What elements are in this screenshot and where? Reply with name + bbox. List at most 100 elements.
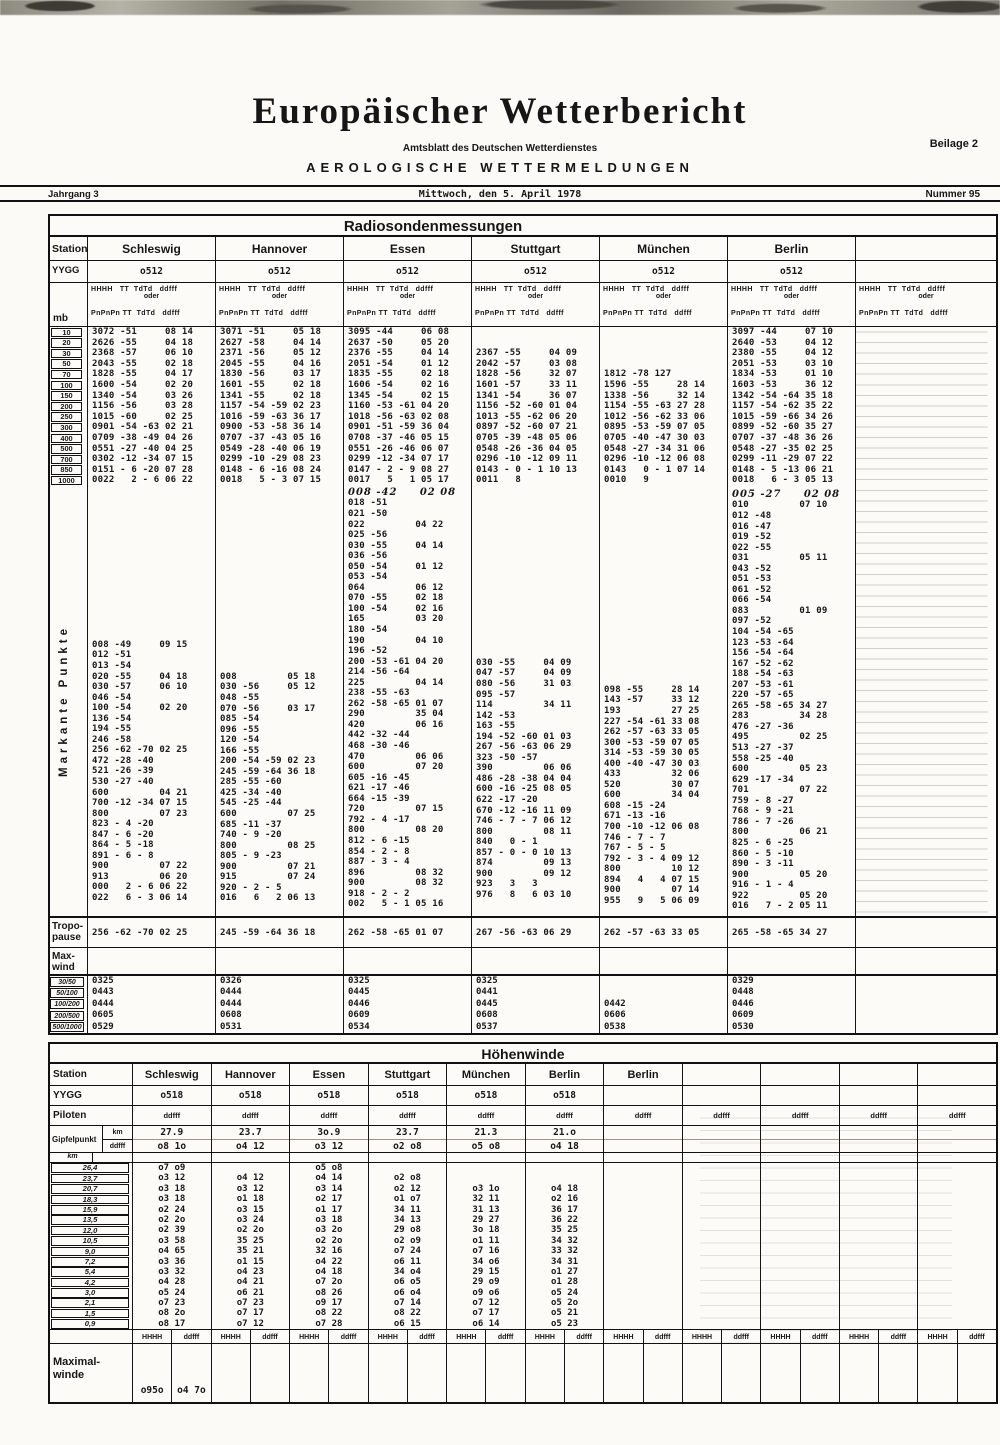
pressure-value-line: 0548 -26 -36 04 05 xyxy=(476,443,578,454)
header-line-oder: oder xyxy=(143,293,160,300)
markante-value-line: 030 -55 04 09 xyxy=(476,657,572,668)
markante-value-line: 860 - 5 -10 xyxy=(732,848,794,859)
markante-value-line: 047 -57 04 09 xyxy=(476,668,572,679)
mb-level-value: 300 xyxy=(51,422,82,433)
markante-value-line: 194 -52 -60 01 03 xyxy=(476,731,572,742)
markante-lines: 098 -55 28 14 143 -57 33 12 193 27 25 227 -… xyxy=(600,685,727,906)
pressure-value-line: 0148 - 5 -13 06 21 xyxy=(732,464,834,475)
markante-value-line: 051 -53 xyxy=(732,574,772,585)
header-line-hhhh: HHHH TT TdTd ddfff xyxy=(731,286,818,293)
pressure-value-line: 2051 -54 01 12 xyxy=(348,358,450,369)
altitude-label-cell: 20,7 xyxy=(50,1184,132,1194)
altitude-row: 3,0 o5 24 o6 21 o8 26 o6 o4 o9 o6 o5 24 xyxy=(50,1287,996,1299)
markante-value-line: 142 -53 xyxy=(476,710,516,721)
wind-value: o1 27 xyxy=(524,1266,604,1278)
markante-value-line: 805 - 9 -23 xyxy=(220,851,282,862)
pressure-value-line: 0018 5 - 3 07 15 xyxy=(220,475,322,486)
column-header-cell: HHHH TT TdTd ddfff oder PnPnPn TT TdTd ddf… xyxy=(599,283,727,326)
markante-value-line: 265 -58 -65 34 27 xyxy=(732,700,828,711)
markante-value-line: 314 -53 -59 30 05 xyxy=(604,748,700,759)
mb-level-row: 700 xyxy=(50,454,87,465)
markante-value-line: 085 -54 xyxy=(220,714,260,725)
wind-value xyxy=(838,1163,918,1174)
wind-value: 34 13 xyxy=(367,1214,447,1226)
page-subtitle: Amtsblatt des Deutschen Wetterdienstes xyxy=(402,143,598,154)
gipfel-km-value xyxy=(839,1126,918,1140)
markante-value-line: 163 -55 xyxy=(476,721,516,732)
empty-data-column xyxy=(855,327,996,916)
ddfff-header: ddfff xyxy=(760,1106,839,1125)
markante-value-line: 190 04 10 xyxy=(348,635,444,646)
altitude-label-cell: 23,7 xyxy=(50,1173,132,1184)
maximalwinde-header-gap xyxy=(50,1330,132,1343)
markante-value-line: 900 09 12 xyxy=(476,868,572,879)
markante-value-line: 196 -52 xyxy=(348,646,388,657)
empty-km-header-cell xyxy=(681,1153,761,1162)
markante-value-line: 800 10 12 xyxy=(604,864,700,875)
markante-value-line: 923 3 3 xyxy=(476,879,538,890)
empty-thickness-cell xyxy=(855,998,996,1011)
mb-level-row: 250 xyxy=(50,412,87,423)
altitude-km-value: 9,0 xyxy=(51,1246,129,1257)
mb-column-label: mb xyxy=(50,283,87,326)
maximal-ddfff-value xyxy=(956,1344,996,1403)
maxwind-label: Max-wind xyxy=(50,948,87,974)
header-line-oder: oder xyxy=(527,293,544,300)
hhhh-header: HHHH xyxy=(613,1334,634,1342)
ddfff-header: ddfff xyxy=(878,1330,917,1344)
yygg-value xyxy=(760,1086,839,1105)
pressure-value-line: 2627 -58 04 14 xyxy=(220,337,322,348)
markante-value-line: 670 -12 -16 11 09 xyxy=(476,805,572,816)
markante-value-line: 800 06 21 xyxy=(732,827,828,838)
maximalwinde-value-pair xyxy=(838,1344,918,1403)
header-line-pnpnpn: PnPnPn TT TdTd ddfff xyxy=(603,310,692,317)
markante-value-line: 976 8 6 03 10 xyxy=(476,889,572,900)
gipfelpunkt-label: Gipfelpunkt xyxy=(52,1134,97,1144)
wind-value: 34 32 xyxy=(524,1235,604,1247)
wind-value: o3 32 xyxy=(132,1266,211,1278)
wind-value: o6 11 xyxy=(367,1256,447,1267)
station-name: Schleswig xyxy=(87,237,215,260)
altitude-row: 18,3 o3 18 o1 18 o2 17 o1 o7 32 11 o2 16 xyxy=(50,1194,996,1205)
ddfff-header: ddfff xyxy=(289,1106,368,1125)
maxwind-label-line: Max- xyxy=(52,951,75,962)
station-name: München xyxy=(446,1064,525,1085)
mb-level-value: 50 xyxy=(51,359,82,369)
markante-value-line: 238 -55 -63 xyxy=(348,688,410,699)
markante-value-line: 050 -54 01 12 xyxy=(348,561,444,572)
wind-value xyxy=(838,1204,918,1215)
pressure-value-line: 1154 -55 -63 27 28 xyxy=(604,401,706,412)
ddfff-header: ddfff xyxy=(367,1106,447,1125)
gipfel-km-value xyxy=(604,1126,682,1140)
thickness-value: 0445 xyxy=(471,998,599,1011)
markante-value-line: 022 6 - 3 06 14 xyxy=(92,893,188,904)
markante-list: 008 05 18 030 -56 05 12 048 -55 070 -56 03 … xyxy=(216,486,343,916)
markante-value-line: 245 -59 -64 36 18 xyxy=(220,766,316,777)
pressure-value-line: 0705 -39 -48 05 06 xyxy=(476,432,578,443)
wind-value xyxy=(603,1266,682,1278)
maximalwinde-value-pair xyxy=(760,1344,839,1403)
pressure-value-line: 1603 -53 36 12 xyxy=(732,379,834,390)
column-header-cell: HHHH TT TdTd ddfff oder PnPnPn TT TdTd ddf… xyxy=(343,283,471,326)
wind-value: o1 28 xyxy=(524,1277,604,1288)
wind-value xyxy=(838,1194,918,1205)
markante-value-line: 046 -54 xyxy=(92,692,132,703)
maximalwinde-header-pair: HHHH ddfff xyxy=(838,1330,918,1344)
pressure-value-line: 0551 -27 -40 04 25 xyxy=(92,443,194,454)
thickness-layer-label: 50/100 xyxy=(50,988,84,999)
markante-value-line: 671 -13 -16 xyxy=(604,811,666,822)
wind-value: 34 31 xyxy=(524,1256,604,1267)
altitude-row: 9,0 o4 65 35 21 32 16 o7 24 o7 16 33 32 xyxy=(50,1246,996,1257)
station-name: München xyxy=(599,237,727,260)
thickness-value: 0441 xyxy=(471,987,599,999)
km-header-label: km xyxy=(53,1153,93,1162)
markante-value-line: 864 - 5 -18 xyxy=(92,840,154,851)
wind-value: o2 2o xyxy=(289,1235,368,1247)
altitude-km-value: 4,2 xyxy=(51,1277,129,1288)
wind-value xyxy=(681,1318,761,1330)
wind-value xyxy=(838,1277,918,1288)
pressure-value-line: 1157 -54 -62 35 22 xyxy=(732,401,834,412)
altitude-km-value: 2,1 xyxy=(51,1298,129,1309)
pressure-value-line: 0143 - 0 - 1 10 13 xyxy=(476,464,578,475)
markante-value-line: 002 5 - 1 05 16 xyxy=(348,899,444,910)
